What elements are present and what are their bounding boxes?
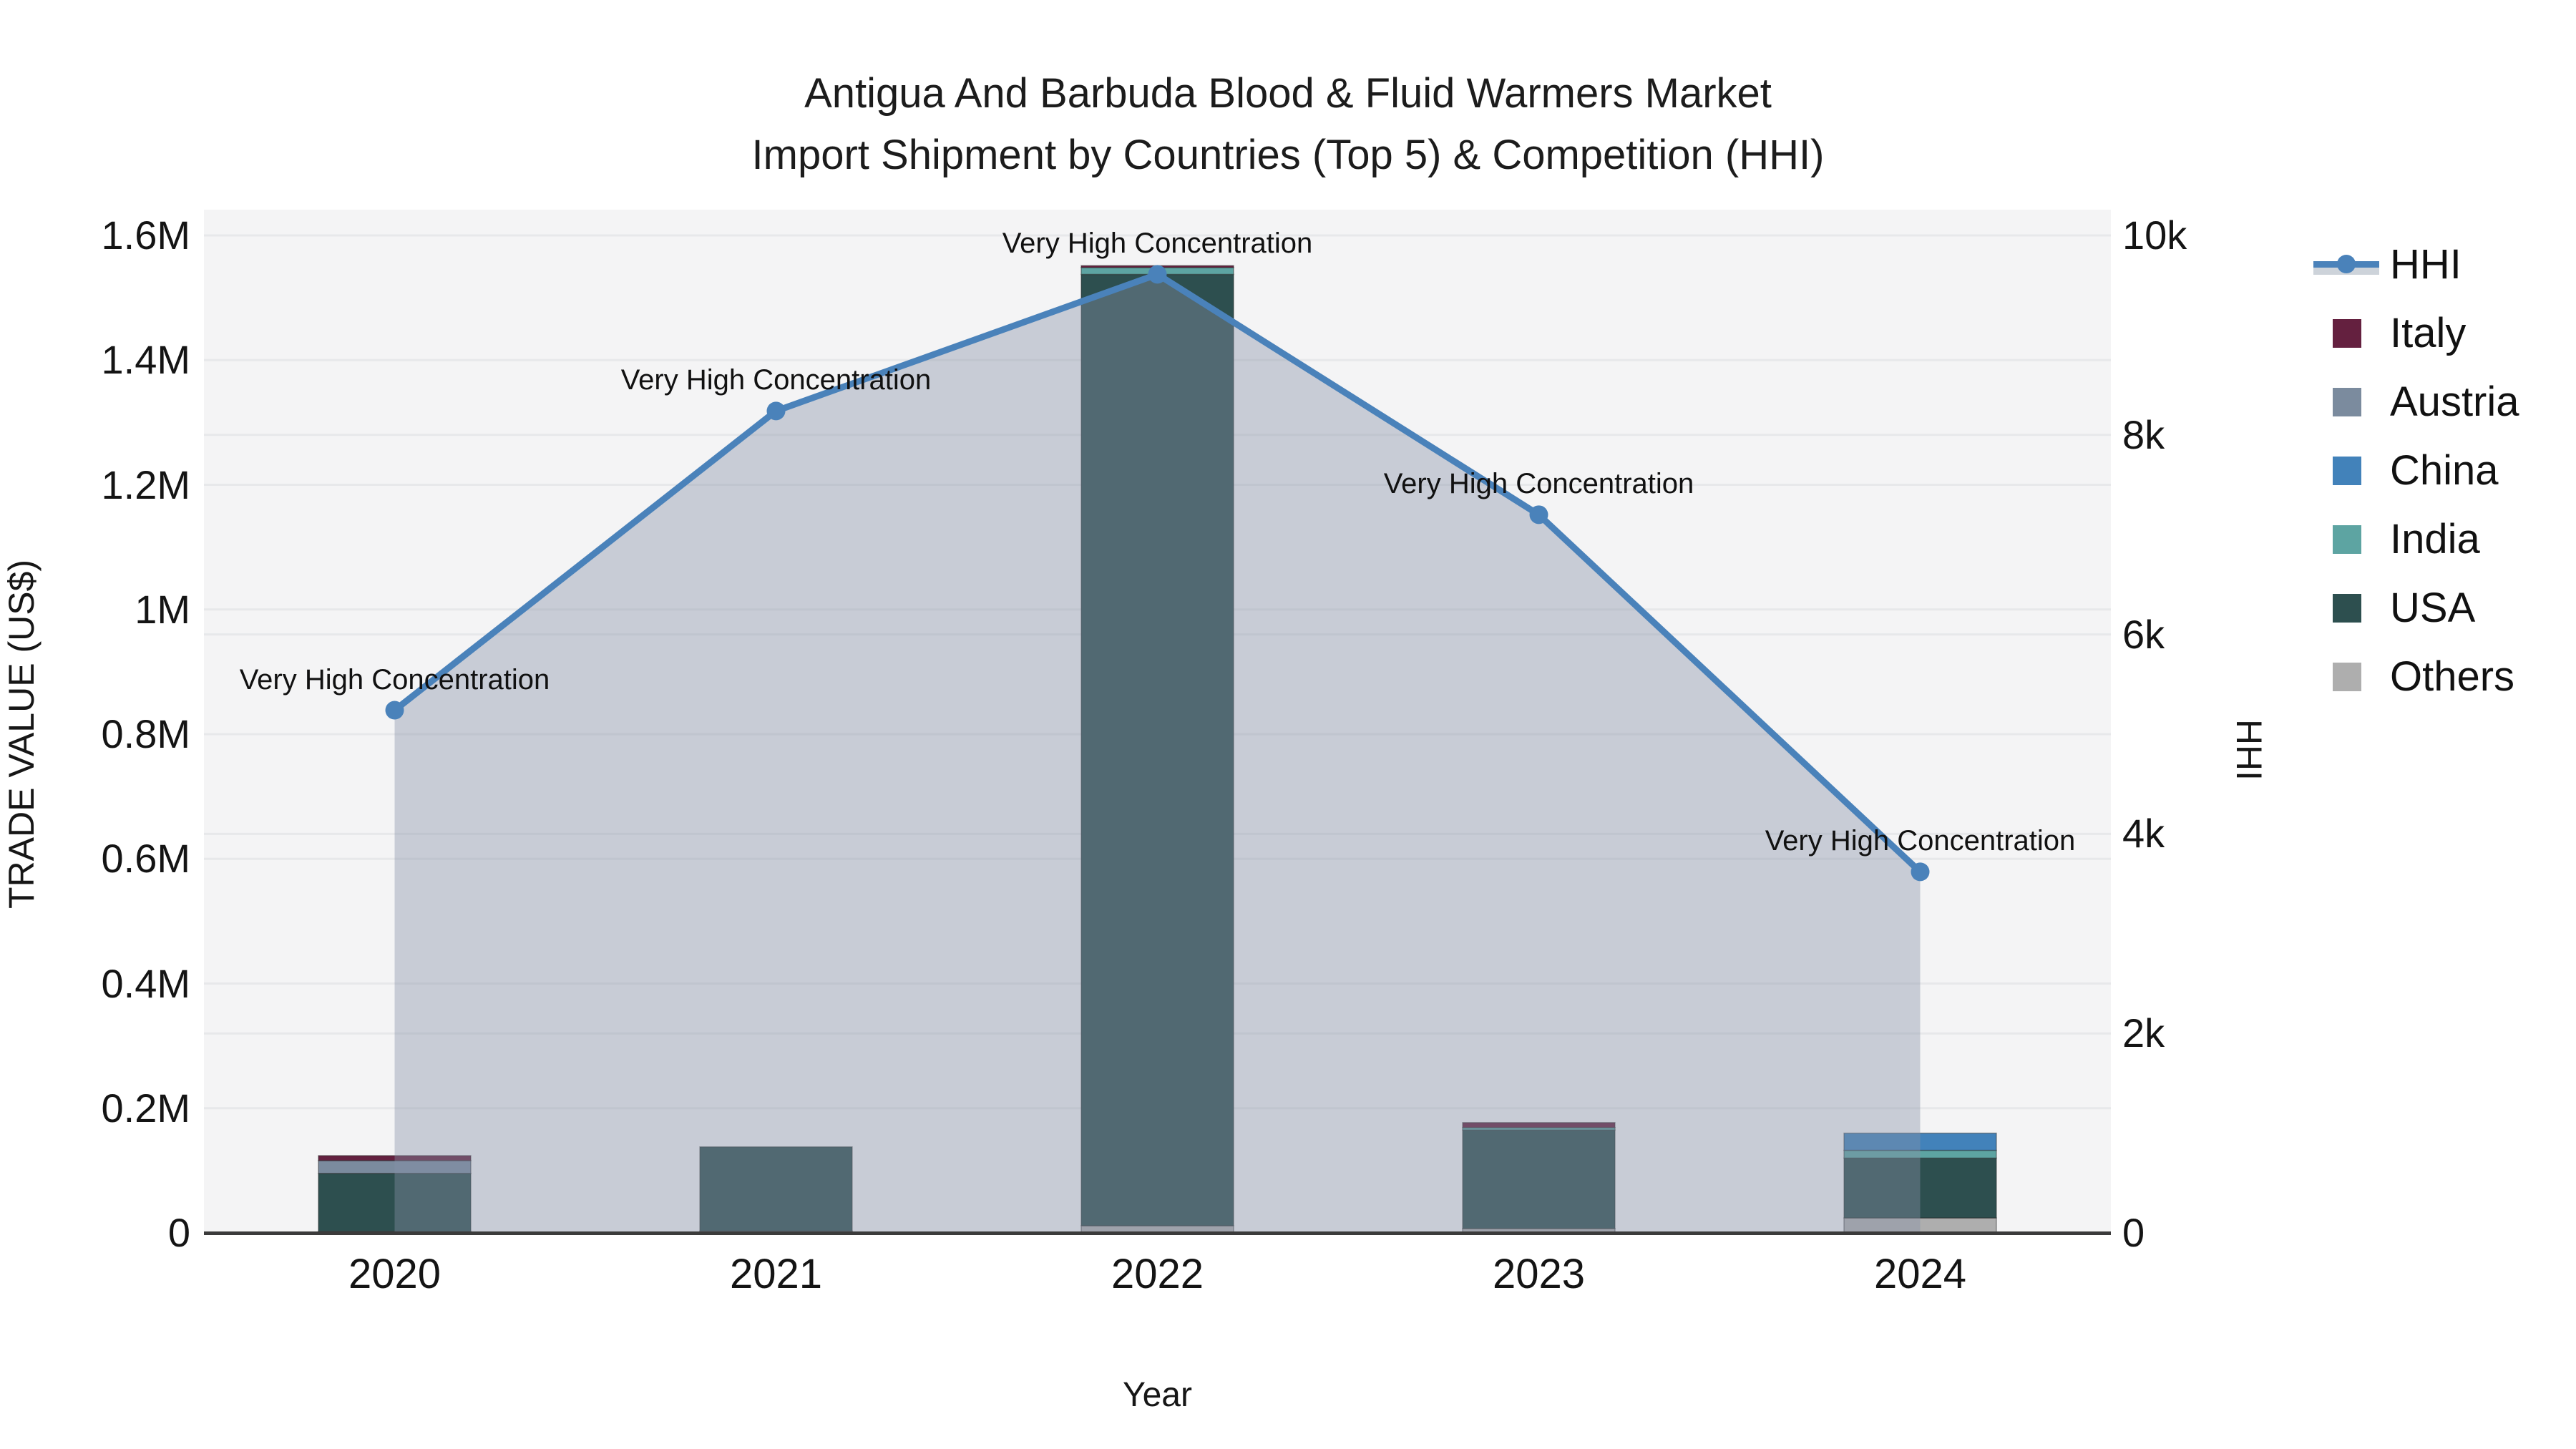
legend-label-usa: USA: [2390, 585, 2476, 631]
legend-item-usa[interactable]: USA: [2313, 574, 2519, 643]
legend-label-austria: Austria: [2390, 379, 2519, 425]
y-right-tick-label: 6k: [2122, 611, 2165, 657]
others-color-swatch-icon: [2333, 663, 2361, 691]
y-left-tick-label: 0.4M: [101, 960, 191, 1006]
india-legend-swatch: [2313, 525, 2390, 554]
bar-segment-usa-2021[interactable]: [699, 1146, 853, 1232]
y-left-tick-label: 0: [167, 1210, 190, 1255]
legend-label-hhi: HHI: [2390, 241, 2462, 288]
china-legend-swatch: [2313, 457, 2390, 485]
legend-label-india: India: [2390, 516, 2480, 562]
x-axis-line: [204, 1231, 2111, 1235]
annotation-2021: Very High Concentration: [620, 364, 932, 396]
hhi-marker-2023[interactable]: [1529, 505, 1548, 525]
legend-item-austria[interactable]: Austria: [2313, 368, 2519, 436]
bar-segment-usa-2023[interactable]: [1462, 1129, 1616, 1229]
austria-color-swatch-icon: [2333, 388, 2361, 416]
legend-label-others: Others: [2390, 653, 2515, 700]
y-left-axis-title: TRADE VALUE (US$): [1, 559, 42, 909]
legend-item-china[interactable]: China: [2313, 436, 2519, 505]
x-tick-label-2024: 2024: [1873, 1251, 1967, 1297]
y-left-tick-label: 1.2M: [101, 462, 191, 507]
y-right-tick-label: 0: [2122, 1210, 2145, 1255]
y-left-tick-label: 0.8M: [101, 711, 191, 756]
y-left-tick-label: 0.6M: [101, 836, 191, 882]
y-right-tick-label: 2k: [2122, 1010, 2165, 1056]
italy-legend-swatch: [2313, 319, 2390, 348]
hhi-marker-2024[interactable]: [1911, 862, 1930, 882]
others-legend-swatch: [2313, 663, 2390, 691]
usa-legend-swatch: [2313, 594, 2390, 623]
plot-canvas: [204, 234, 2111, 1233]
hhi-marker-2020[interactable]: [385, 701, 404, 720]
y-left-tick-label: 1.6M: [101, 213, 191, 258]
y-left-tick-label: 0.2M: [101, 1085, 191, 1131]
chart-title-line1: Antigua And Barbuda Blood & Fluid Warmer…: [804, 70, 1772, 117]
bar-segment-austria-2020[interactable]: [318, 1160, 472, 1174]
legend-label-italy: Italy: [2390, 310, 2467, 356]
y-left-tick-label: 1M: [135, 586, 190, 632]
legend-item-italy[interactable]: Italy: [2313, 299, 2519, 368]
bar-segment-italy-2023[interactable]: [1462, 1122, 1616, 1128]
legend-item-hhi[interactable]: HHI: [2313, 230, 2519, 299]
y-right-tick-label: 4k: [2122, 811, 2165, 857]
legend-label-china: China: [2390, 447, 2499, 494]
x-tick-label-2023: 2023: [1492, 1251, 1586, 1297]
legend-item-india[interactable]: India: [2313, 505, 2519, 574]
y-right-tick-label: 10k: [2122, 213, 2187, 258]
chart-title-line2: Import Shipment by Countries (Top 5) & C…: [751, 132, 1825, 178]
bar-segment-italy-2020[interactable]: [318, 1155, 472, 1161]
italy-color-swatch-icon: [2333, 319, 2361, 348]
india-color-swatch-icon: [2333, 525, 2361, 554]
x-tick-label-2021: 2021: [729, 1251, 823, 1297]
hhi-marker-2022[interactable]: [1148, 265, 1167, 284]
legend: HHI Italy Austria China India USA Others: [2313, 230, 2519, 711]
hhi-line-swatch-icon: [2313, 249, 2379, 280]
bar-segment-china-2024[interactable]: [1843, 1132, 1997, 1151]
bar-segment-india-2023[interactable]: [1462, 1127, 1616, 1131]
x-axis-title: Year: [1123, 1376, 1192, 1414]
annotation-2024: Very High Concentration: [1765, 825, 2076, 857]
hhi-marker-2021[interactable]: [766, 401, 786, 421]
y-right-tick-label: 8k: [2122, 411, 2165, 457]
x-tick-label-2020: 2020: [348, 1251, 441, 1297]
bar-segment-usa-2020[interactable]: [318, 1173, 472, 1232]
china-color-swatch-icon: [2333, 457, 2361, 485]
bar-segment-usa-2024[interactable]: [1843, 1157, 1997, 1219]
hhi-legend-swatch: [2313, 249, 2390, 280]
y-right-axis-title: HHI: [2229, 718, 2269, 781]
austria-legend-swatch: [2313, 388, 2390, 416]
plot-area: [204, 210, 2111, 1233]
annotation-2020: Very High Concentration: [239, 663, 550, 696]
x-tick-label-2022: 2022: [1111, 1251, 1204, 1297]
y-left-tick-label: 1.4M: [101, 337, 191, 383]
hhi-area-fill: [394, 274, 1921, 1233]
annotation-2023: Very High Concentration: [1383, 468, 1694, 500]
annotation-2022: Very High Concentration: [1002, 228, 1313, 260]
usa-color-swatch-icon: [2333, 594, 2361, 623]
legend-item-others[interactable]: Others: [2313, 643, 2519, 711]
